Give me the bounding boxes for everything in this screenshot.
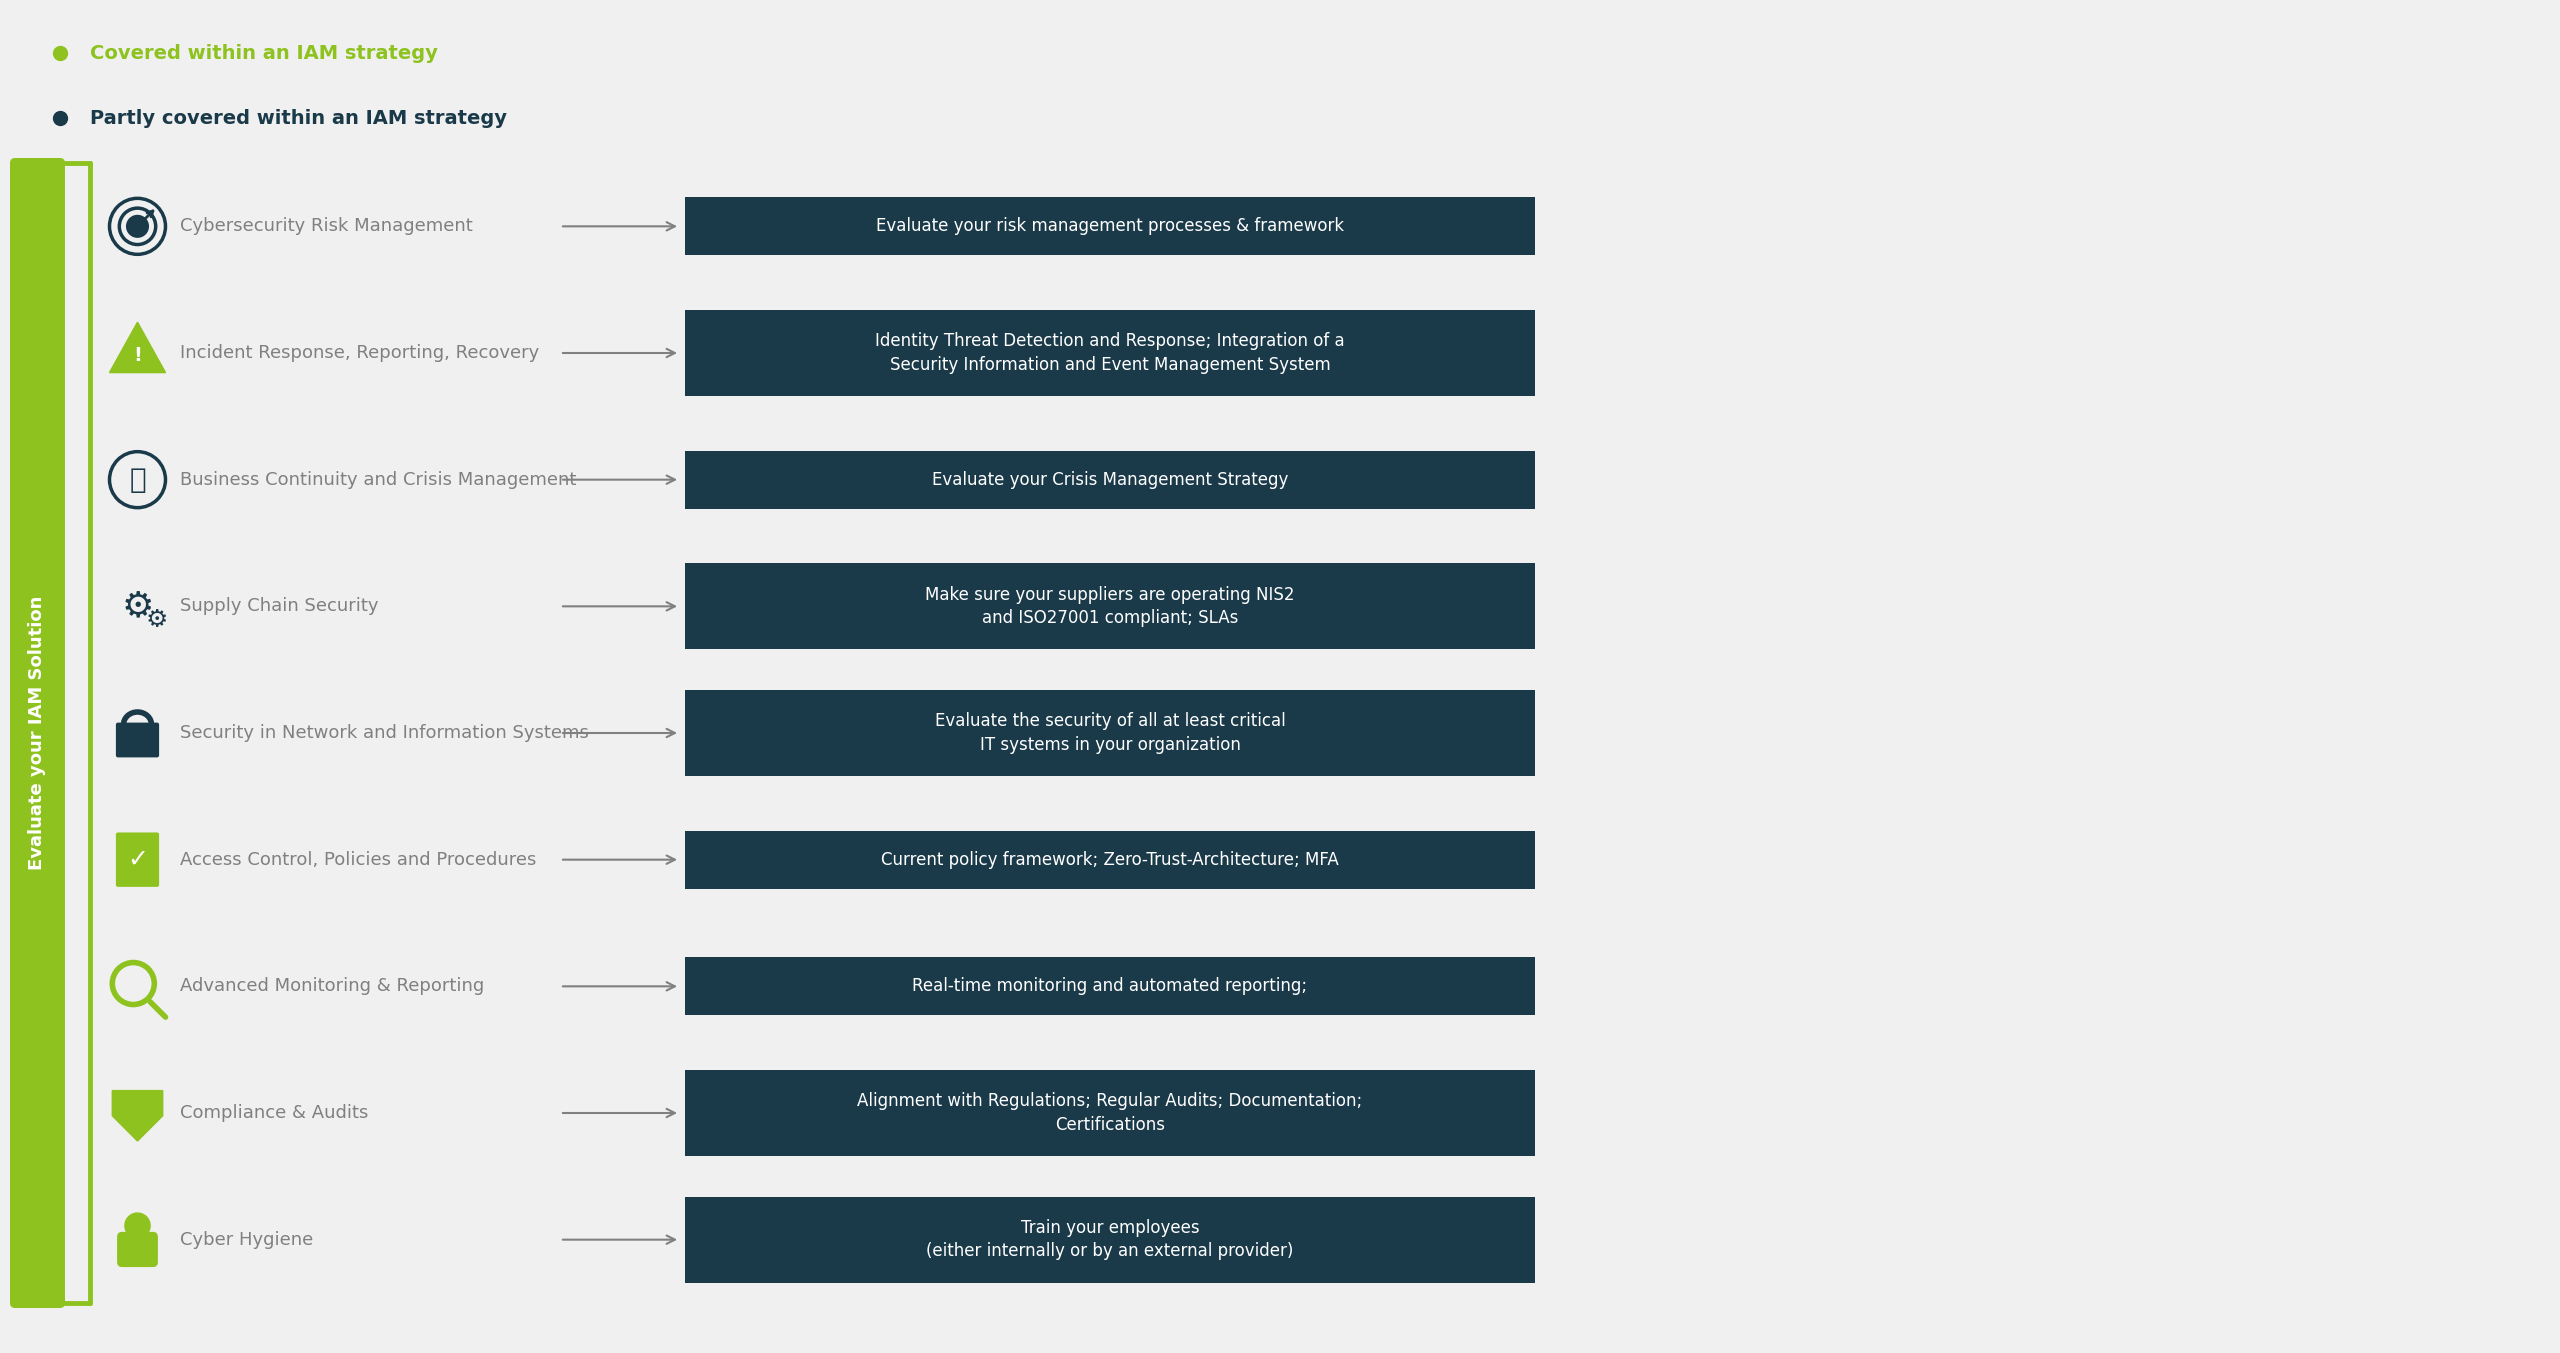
Text: Business Continuity and Crisis Management: Business Continuity and Crisis Managemen…: [179, 471, 576, 488]
Text: Evaluate the security of all at least critical
IT systems in your organization: Evaluate the security of all at least cr…: [934, 712, 1285, 754]
Text: ⚙: ⚙: [146, 609, 169, 632]
Text: Evaluate your IAM Solution: Evaluate your IAM Solution: [28, 595, 46, 870]
Text: ✓: ✓: [128, 848, 148, 871]
FancyBboxPatch shape: [686, 831, 1536, 889]
FancyBboxPatch shape: [686, 958, 1536, 1015]
Text: Train your employees
(either internally or by an external provider): Train your employees (either internally …: [927, 1219, 1293, 1261]
Text: Make sure your suppliers are operating NIS2
and ISO27001 compliant; SLAs: Make sure your suppliers are operating N…: [924, 586, 1295, 628]
Text: Access Control, Policies and Procedures: Access Control, Policies and Procedures: [179, 851, 538, 869]
Text: Covered within an IAM strategy: Covered within an IAM strategy: [90, 43, 438, 62]
FancyBboxPatch shape: [118, 1231, 159, 1266]
Text: Compliance & Audits: Compliance & Audits: [179, 1104, 369, 1122]
Text: 🔔: 🔔: [128, 465, 146, 494]
Polygon shape: [113, 1091, 164, 1141]
Text: !: !: [133, 346, 141, 365]
FancyBboxPatch shape: [686, 563, 1536, 649]
FancyBboxPatch shape: [686, 451, 1536, 509]
FancyBboxPatch shape: [686, 310, 1536, 396]
Circle shape: [128, 216, 148, 237]
Text: Evaluate your risk management processes & framework: Evaluate your risk management processes …: [876, 218, 1344, 235]
Text: Alignment with Regulations; Regular Audits; Documentation;
Certifications: Alignment with Regulations; Regular Audi…: [858, 1092, 1362, 1134]
FancyBboxPatch shape: [115, 832, 159, 886]
Polygon shape: [110, 322, 166, 372]
Text: Security in Network and Information Systems: Security in Network and Information Syst…: [179, 724, 589, 741]
Text: Identity Threat Detection and Response; Integration of a
Security Information an: Identity Threat Detection and Response; …: [876, 333, 1344, 373]
Text: Evaluate your Crisis Management Strategy: Evaluate your Crisis Management Strategy: [932, 471, 1288, 488]
Circle shape: [125, 1214, 151, 1238]
Text: Incident Response, Reporting, Recovery: Incident Response, Reporting, Recovery: [179, 344, 540, 363]
Text: Partly covered within an IAM strategy: Partly covered within an IAM strategy: [90, 108, 507, 127]
FancyBboxPatch shape: [686, 1070, 1536, 1155]
Text: Real-time monitoring and automated reporting;: Real-time monitoring and automated repor…: [911, 977, 1308, 996]
Text: Supply Chain Security: Supply Chain Security: [179, 597, 379, 616]
FancyBboxPatch shape: [686, 1196, 1536, 1283]
FancyBboxPatch shape: [115, 723, 159, 758]
FancyBboxPatch shape: [686, 690, 1536, 777]
FancyBboxPatch shape: [10, 158, 64, 1308]
Text: Cybersecurity Risk Management: Cybersecurity Risk Management: [179, 218, 474, 235]
Text: Current policy framework; Zero-Trust-Architecture; MFA: Current policy framework; Zero-Trust-Arc…: [881, 851, 1339, 869]
Text: ⚙: ⚙: [120, 590, 154, 624]
Text: Cyber Hygiene: Cyber Hygiene: [179, 1231, 312, 1249]
Text: Advanced Monitoring & Reporting: Advanced Monitoring & Reporting: [179, 977, 484, 996]
FancyBboxPatch shape: [686, 198, 1536, 256]
